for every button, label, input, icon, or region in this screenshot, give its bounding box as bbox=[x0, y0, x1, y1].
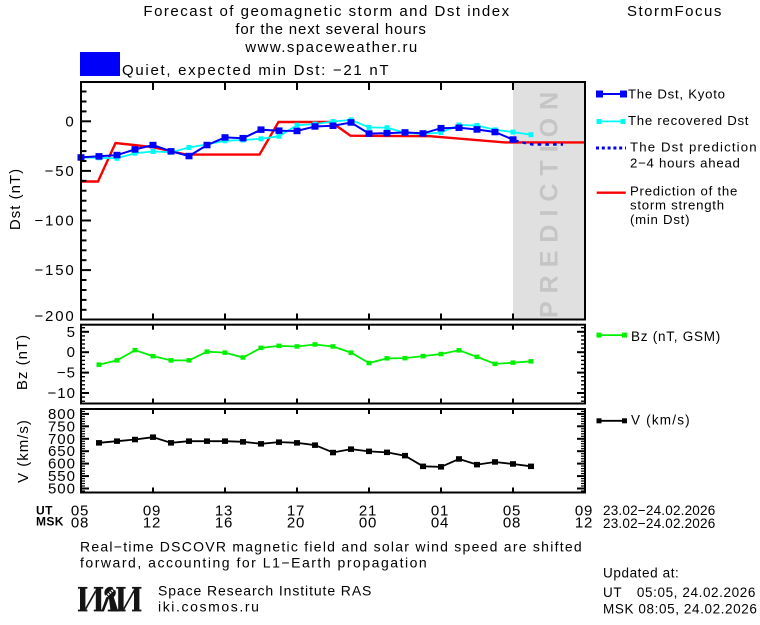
svg-text:2−4 hours ahead: 2−4 hours ahead bbox=[630, 155, 741, 170]
svg-text:The Dst, Kyoto: The Dst, Kyoto bbox=[628, 87, 726, 102]
svg-text:−5: −5 bbox=[57, 365, 76, 382]
svg-text:−50: −50 bbox=[45, 163, 76, 180]
svg-text:09: 09 bbox=[143, 503, 161, 520]
svg-text:StormFocus: StormFocus bbox=[627, 3, 723, 20]
svg-text:V (km/s): V (km/s) bbox=[15, 419, 32, 483]
svg-text:The recovered Dst: The recovered Dst bbox=[628, 113, 749, 128]
svg-text:650: 650 bbox=[48, 443, 76, 460]
svg-text:800: 800 bbox=[48, 406, 76, 423]
svg-text:20: 20 bbox=[287, 515, 305, 532]
svg-text:PREDICTION: PREDICTION bbox=[536, 84, 564, 318]
svg-text:17: 17 bbox=[287, 503, 305, 520]
svg-text:700: 700 bbox=[48, 431, 76, 448]
svg-text:600: 600 bbox=[48, 456, 76, 473]
svg-text:−100: −100 bbox=[35, 213, 76, 230]
svg-text:(min Dst): (min Dst) bbox=[630, 212, 690, 227]
svg-text:MSK 08:05, 24.02.2026: MSK 08:05, 24.02.2026 bbox=[603, 602, 757, 617]
svg-text:23.02−24.02.2026: 23.02−24.02.2026 bbox=[603, 516, 715, 531]
svg-text:Updated at:: Updated at: bbox=[603, 566, 679, 581]
svg-text:−150: −150 bbox=[35, 262, 76, 279]
svg-text:forward, accounting for L1−Ear: forward, accounting for L1−Earth propaga… bbox=[80, 555, 428, 571]
svg-text:12: 12 bbox=[143, 515, 161, 532]
svg-text:13: 13 bbox=[215, 503, 233, 520]
svg-text:5: 5 bbox=[67, 324, 76, 341]
svg-text:23.02−24.02.2026: 23.02−24.02.2026 bbox=[603, 503, 715, 518]
svg-text:04: 04 bbox=[431, 515, 449, 532]
svg-text:750: 750 bbox=[48, 418, 76, 435]
svg-text:00: 00 bbox=[359, 515, 377, 532]
svg-text:Dst (nT): Dst (nT) bbox=[7, 168, 24, 230]
svg-text:05: 05 bbox=[503, 503, 521, 520]
svg-text:for the next several hours: for the next several hours bbox=[235, 21, 426, 38]
svg-text:21: 21 bbox=[359, 503, 377, 520]
svg-text:16: 16 bbox=[215, 515, 233, 532]
svg-text:Forecast of geomagnetic storm: Forecast of geomagnetic storm and Dst in… bbox=[143, 3, 510, 20]
svg-text:iki.cosmos.ru: iki.cosmos.ru bbox=[158, 599, 260, 615]
svg-text:Real−time DSCOVR magnetic fiel: Real−time DSCOVR magnetic field and sola… bbox=[80, 539, 583, 555]
svg-text:0: 0 bbox=[65, 113, 75, 130]
svg-text:−10: −10 bbox=[48, 385, 76, 402]
svg-text:UT 05:05, 24.02.2026: UT 05:05, 24.02.2026 bbox=[603, 585, 756, 600]
svg-text:−200: −200 bbox=[35, 308, 76, 325]
svg-text:12: 12 bbox=[575, 515, 593, 532]
svg-text:Space Research Institute RAS: Space Research Institute RAS bbox=[158, 583, 372, 599]
svg-text:Prediction of the: Prediction of the bbox=[630, 184, 738, 199]
svg-text:05: 05 bbox=[71, 503, 89, 520]
svg-text:The Dst prediction: The Dst prediction bbox=[630, 140, 758, 155]
svg-text:01: 01 bbox=[431, 503, 449, 520]
svg-text:www.spaceweather.ru: www.spaceweather.ru bbox=[244, 39, 418, 56]
svg-text:08: 08 bbox=[71, 515, 89, 532]
svg-text:Quiet, expected min Dst: −21 n: Quiet, expected min Dst: −21 nT bbox=[122, 62, 390, 79]
svg-text:V (km/s): V (km/s) bbox=[631, 413, 691, 428]
svg-text:MSK: MSK bbox=[36, 515, 64, 529]
svg-text:Bz (nT): Bz (nT) bbox=[14, 334, 31, 390]
svg-text:Bz (nT, GSM): Bz (nT, GSM) bbox=[631, 329, 721, 344]
svg-text:08: 08 bbox=[503, 515, 521, 532]
svg-text:500: 500 bbox=[48, 481, 76, 498]
svg-text:550: 550 bbox=[48, 468, 76, 485]
svg-text:storm strength: storm strength bbox=[630, 198, 725, 213]
svg-text:09: 09 bbox=[575, 503, 593, 520]
svg-text:UT: UT bbox=[36, 504, 53, 518]
svg-text:0: 0 bbox=[67, 344, 76, 361]
